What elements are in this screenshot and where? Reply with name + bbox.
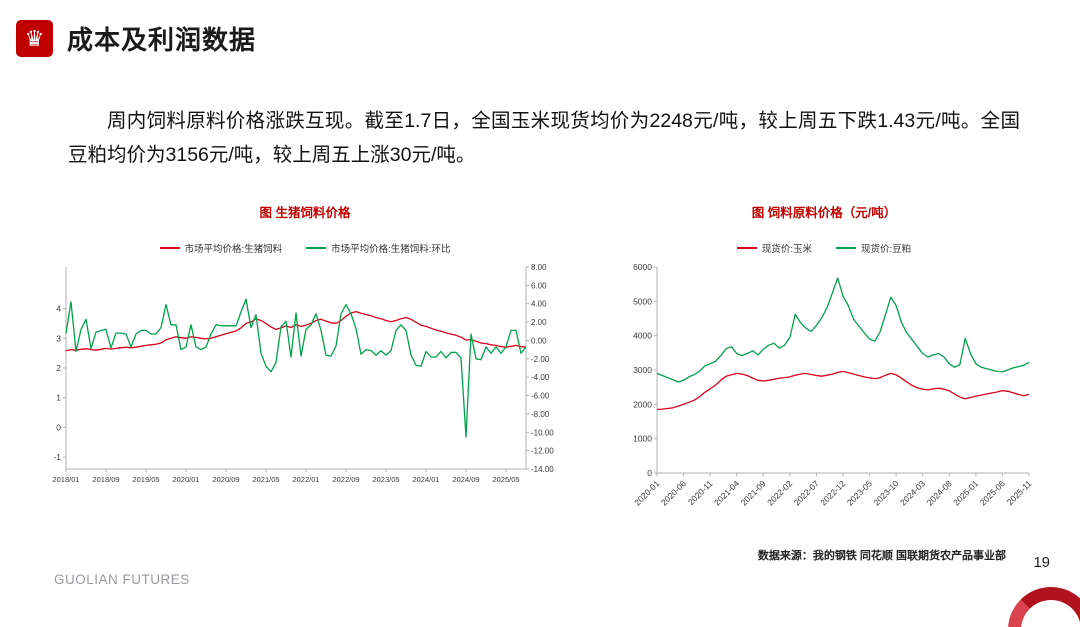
legend-item: 现货价:玉米 bbox=[736, 241, 812, 255]
legend-item: 市场平均价格:生猪饲料 bbox=[159, 241, 283, 255]
svg-text:2020/09: 2020/09 bbox=[212, 475, 239, 484]
svg-text:2019/05: 2019/05 bbox=[132, 475, 159, 484]
svg-text:2025/05: 2025/05 bbox=[492, 475, 519, 484]
chart-legend: 市场平均价格:生猪饲料 市场平均价格:生猪饲料:环比 bbox=[159, 241, 450, 255]
feed-raw-material-price-plot: 60005000400030002000100002020-012020-062… bbox=[632, 262, 1034, 507]
page-title: 成本及利润数据 bbox=[67, 25, 257, 55]
svg-text:4: 4 bbox=[56, 304, 61, 314]
svg-text:3: 3 bbox=[56, 333, 61, 343]
svg-text:-4.00: -4.00 bbox=[531, 373, 550, 382]
svg-text:2022/09: 2022/09 bbox=[332, 475, 359, 484]
legend-label: 现货价:豆粕 bbox=[861, 244, 912, 255]
svg-text:2.00: 2.00 bbox=[531, 318, 547, 327]
svg-text:2024-03: 2024-03 bbox=[898, 478, 927, 507]
svg-text:2022-12: 2022-12 bbox=[818, 478, 847, 507]
svg-text:-10.00: -10.00 bbox=[531, 428, 554, 437]
svg-text:2018/09: 2018/09 bbox=[92, 475, 119, 484]
chart-title: 图 饲料原料价格（元/吨） bbox=[751, 206, 897, 220]
svg-text:5000: 5000 bbox=[633, 296, 652, 306]
svg-text:8.00: 8.00 bbox=[531, 263, 547, 272]
svg-text:0: 0 bbox=[647, 468, 652, 478]
svg-text:2023-10: 2023-10 bbox=[871, 478, 900, 507]
svg-text:2000: 2000 bbox=[633, 399, 652, 409]
svg-text:2022-02: 2022-02 bbox=[765, 478, 794, 507]
svg-text:-12.00: -12.00 bbox=[531, 447, 554, 456]
crown-icon: ♛ bbox=[16, 20, 53, 57]
page-number: 19 bbox=[1033, 554, 1050, 571]
summary-text: 周内饲料原料价格涨跌互现。截至1.7日，全国玉米现货均价为2248元/吨，较上周… bbox=[68, 109, 1020, 166]
header: ♛ 成本及利润数据 bbox=[16, 20, 256, 57]
svg-text:2021-04: 2021-04 bbox=[712, 478, 741, 507]
svg-text:-1: -1 bbox=[53, 452, 61, 462]
svg-text:1000: 1000 bbox=[633, 434, 652, 444]
pig-feed-price-chart: 图 生猪饲料价格 市场平均价格:生猪饲料 市场平均价格:生猪饲料:环比 4 3 2 1 0… bbox=[40, 198, 570, 529]
feed-raw-material-price-chart: 图 饲料原料价格（元/吨） 现货价:玉米 现货价:豆粕 6000 5000 4000 3… bbox=[608, 198, 1040, 529]
legend-line-swatch bbox=[836, 247, 856, 249]
svg-text:2023/05: 2023/05 bbox=[372, 475, 399, 484]
legend-line-swatch bbox=[736, 247, 757, 249]
chart-legend: 现货价:玉米 现货价:豆粕 bbox=[736, 241, 911, 255]
svg-text:0.00: 0.00 bbox=[531, 336, 547, 345]
legend-item: 市场平均价格:生猪饲料:环比 bbox=[306, 241, 450, 255]
svg-text:2022-07: 2022-07 bbox=[792, 478, 821, 507]
svg-text:-6.00: -6.00 bbox=[531, 392, 550, 401]
footer-brand: GUOLIAN FUTURES bbox=[54, 572, 190, 587]
svg-text:2021/05: 2021/05 bbox=[252, 475, 279, 484]
legend-label: 现货价:玉米 bbox=[761, 244, 812, 255]
svg-text:2025-01: 2025-01 bbox=[951, 478, 980, 507]
svg-text:6.00: 6.00 bbox=[531, 281, 547, 290]
crown-glyph: ♛ bbox=[24, 25, 45, 51]
svg-text:3000: 3000 bbox=[633, 365, 652, 375]
legend-label: 市场平均价格:生猪饲料:环比 bbox=[331, 244, 451, 255]
svg-text:2024/09: 2024/09 bbox=[452, 475, 479, 484]
svg-text:-8.00: -8.00 bbox=[531, 410, 550, 419]
svg-text:2: 2 bbox=[56, 363, 61, 373]
svg-text:2020-01: 2020-01 bbox=[632, 478, 661, 507]
svg-text:2024/01: 2024/01 bbox=[412, 475, 439, 484]
svg-text:2023-05: 2023-05 bbox=[845, 478, 874, 507]
svg-text:-2.00: -2.00 bbox=[531, 355, 550, 364]
svg-text:2024-08: 2024-08 bbox=[925, 478, 954, 507]
svg-text:0: 0 bbox=[56, 422, 61, 432]
svg-text:2020-11: 2020-11 bbox=[686, 478, 715, 507]
svg-text:2021-09: 2021-09 bbox=[739, 478, 768, 507]
svg-text:-14.00: -14.00 bbox=[531, 465, 554, 474]
legend-item: 现货价:豆粕 bbox=[836, 241, 911, 255]
svg-text:2020-06: 2020-06 bbox=[659, 478, 688, 507]
chart-title: 图 生猪饲料价格 bbox=[259, 206, 351, 220]
data-source-text: 数据来源：我的钢铁 同花顺 国联期货农产品事业部 bbox=[757, 550, 1006, 562]
corner-arc-decoration bbox=[1008, 587, 1080, 627]
svg-text:2018/01: 2018/01 bbox=[52, 475, 79, 484]
svg-text:2022/01: 2022/01 bbox=[292, 475, 319, 484]
svg-text:6000: 6000 bbox=[633, 262, 652, 272]
pig-feed-price-plot: 4 3 2 1 0 -1 8.00 6.00 4.00 2.00 0.00 -2.00 -4.00 -6.… bbox=[52, 263, 554, 484]
svg-text:1: 1 bbox=[56, 393, 61, 403]
svg-text:2020/01: 2020/01 bbox=[172, 475, 199, 484]
svg-text:2025-06: 2025-06 bbox=[978, 478, 1007, 507]
svg-text:4000: 4000 bbox=[633, 331, 652, 341]
svg-text:4.00: 4.00 bbox=[531, 300, 547, 309]
legend-line-swatch bbox=[306, 247, 327, 249]
legend-label: 市场平均价格:生猪饲料 bbox=[184, 244, 283, 255]
legend-line-swatch bbox=[159, 247, 180, 249]
svg-text:2025-11: 2025-11 bbox=[1005, 478, 1034, 507]
